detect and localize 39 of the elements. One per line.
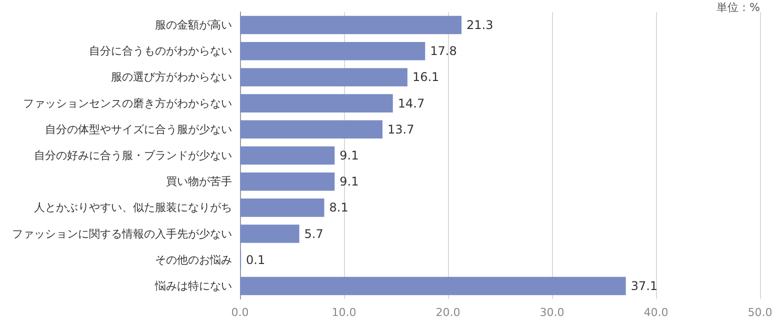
y-tick-label: ファッションに関する情報の入手先が少ない [12,227,232,240]
x-tick-label: 50.0 [748,306,772,319]
y-tick-label: 服の金額が高い [155,18,232,32]
data-label: 8.1 [329,200,348,215]
data-label: 37.1 [630,278,658,293]
bar [240,146,335,165]
y-tick-label: ファッションセンスの磨き方がわからない [23,96,232,110]
data-label: 14.7 [398,96,425,110]
x-tick-label: 0.0 [231,306,249,319]
bar [240,276,626,296]
bar [240,198,324,217]
y-tick-label: 悩みは特にない [154,279,232,292]
y-tick-label: 人とかぶりやすい、似た服装になりがち [34,201,232,214]
data-label: 16.1 [412,70,440,84]
bar [240,68,408,86]
data-label: 21.3 [466,18,494,32]
bar [240,94,393,112]
y-tick-label: 服の選び方がわからない [111,70,232,84]
x-tick-label: 30.0 [540,306,564,319]
y-tick-label: その他のお悩み [155,253,232,266]
bar [240,42,426,60]
y-tick-label: 自分の好みに合う服・ブランドが少ない [34,149,232,162]
x-tick-label: 10.0 [332,306,356,319]
data-label: 17.8 [430,44,457,58]
y-tick-label: 自分の体型やサイズに合う服が少ない [45,122,232,136]
data-label: 13.7 [387,122,414,136]
annotation: 単位：% [716,0,760,15]
data-label: 9.1 [340,174,359,189]
x-tick-label: 20.0 [436,306,460,319]
y-tick-label: 買い物が苦手 [166,175,232,188]
y-tick-label: 自分に合うものがわからない [89,44,232,58]
data-label: 5.7 [304,226,324,241]
data-label: 9.1 [340,148,359,162]
bar [240,120,382,139]
bar [240,172,335,191]
bar [240,16,462,34]
data-label: 0.1 [246,252,266,267]
bar [240,224,300,243]
x-tick-label: 40.0 [644,306,668,319]
